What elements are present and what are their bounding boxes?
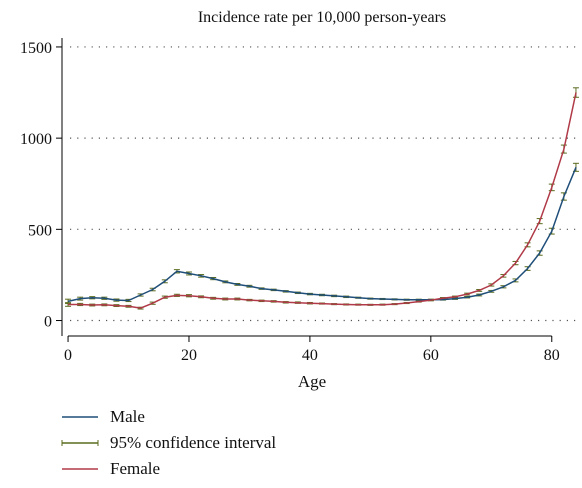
legend-item: Male: [62, 407, 145, 426]
legend-label: Female: [110, 459, 160, 478]
x-tick-label: 20: [181, 347, 197, 364]
confidence-intervals: [65, 87, 579, 310]
y-tick-label: 1000: [20, 131, 52, 148]
y-axis-ticks: 0 500 1000 1500: [20, 40, 62, 331]
series-line-male: [67, 167, 577, 303]
legend-label: Male: [110, 407, 145, 426]
legend-item: Female: [62, 459, 160, 478]
x-tick-label: 80: [544, 347, 560, 364]
y-tick-label: 0: [44, 314, 52, 331]
series-line-female: [68, 92, 577, 309]
x-axis-ticks: 0 20 40 60 80: [64, 336, 560, 364]
x-tick-label: 0: [64, 347, 72, 364]
x-tick-label: 40: [302, 347, 318, 364]
legend-item: 95% confidence interval: [61, 433, 276, 452]
legend-label: 95% confidence interval: [110, 433, 276, 452]
x-tick-label: 60: [423, 347, 439, 364]
x-axis-label: Age: [298, 372, 326, 391]
series-lines: [67, 92, 577, 309]
y-tick-label: 500: [28, 222, 52, 239]
legend: Male 95% confidence interval Female: [61, 407, 276, 478]
gridlines: [70, 46, 578, 322]
y-tick-label: 1500: [20, 40, 52, 57]
chart-title: Incidence rate per 10,000 person-years: [198, 9, 446, 26]
